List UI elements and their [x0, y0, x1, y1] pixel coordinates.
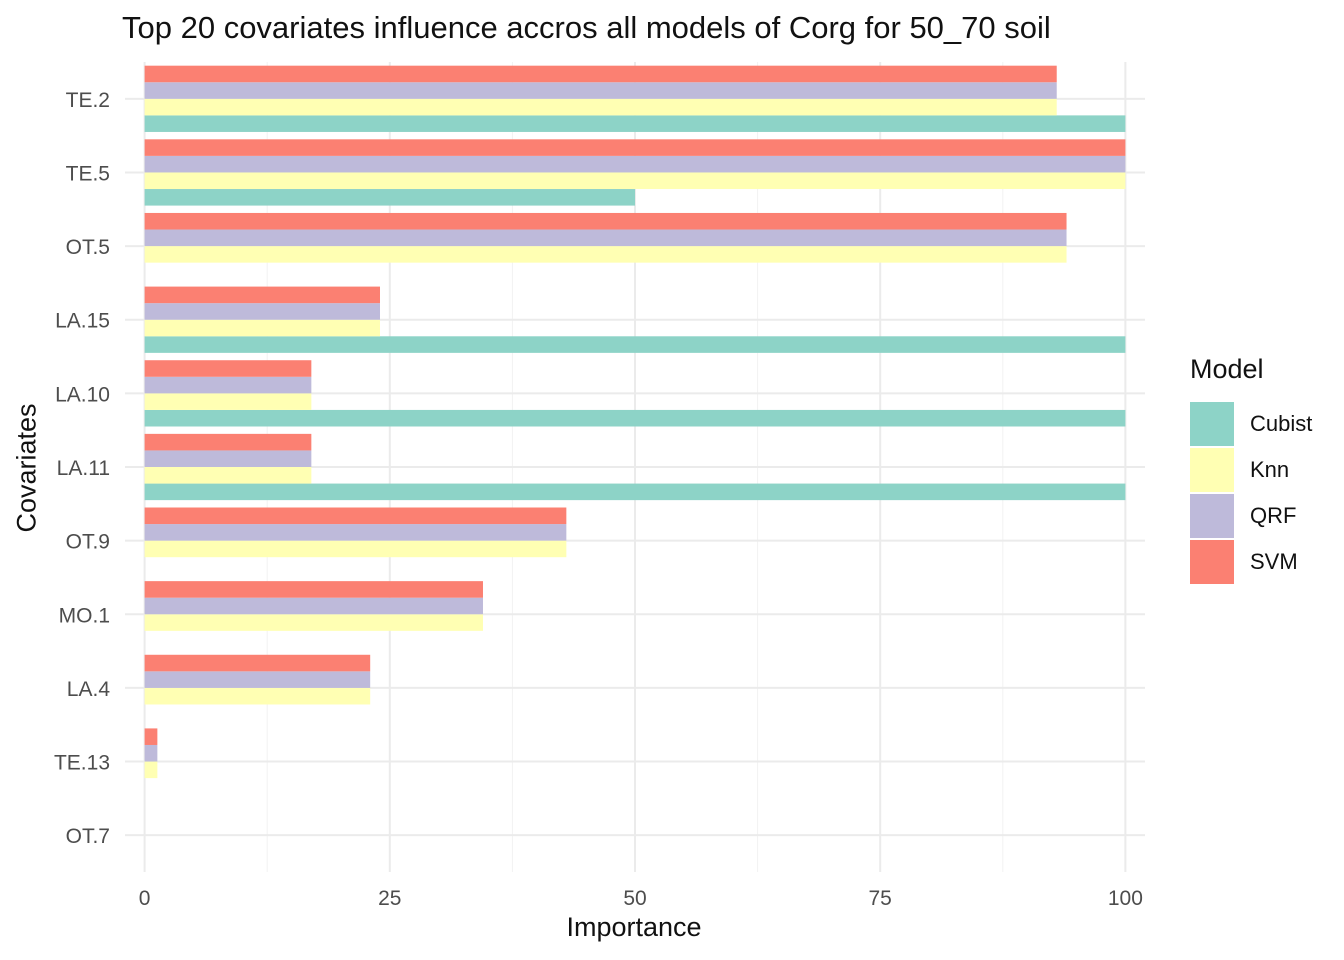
legend-swatch [1190, 448, 1234, 492]
legend-swatch [1190, 540, 1234, 584]
bar-svm-te-13 [144, 728, 158, 745]
legend-label: QRF [1250, 503, 1297, 528]
legend-item-knn: Knn [1190, 447, 1312, 493]
bar-qrf-mo-1 [144, 597, 483, 615]
y-axis-label: Covariates [11, 403, 42, 533]
y-tick-label: LA.15 [55, 310, 110, 333]
bar-svm-la-10 [144, 360, 312, 377]
bar-qrf-ot-5 [144, 229, 1067, 247]
legend-label: SVM [1250, 549, 1298, 574]
bar-knn-te-13 [144, 761, 158, 779]
y-tick-label: MO.1 [59, 604, 110, 627]
bar-cubist-la-15 [144, 336, 1126, 353]
bar-knn-te-2 [144, 98, 1057, 116]
bar-knn-la-15 [144, 319, 380, 337]
bar-knn-ot-9 [144, 540, 567, 558]
legend-item-svm: SVM [1190, 539, 1312, 585]
x-axis-label: Importance [566, 912, 702, 942]
bar-qrf-la-4 [144, 671, 371, 688]
x-tick-label: 0 [139, 887, 151, 910]
bar-cubist-te-2 [144, 115, 1126, 132]
y-tick-label: OT.7 [66, 825, 110, 848]
legend-swatch [1190, 402, 1234, 446]
legend-label: Cubist [1250, 411, 1313, 436]
y-tick-label: OT.9 [66, 531, 110, 554]
bar-qrf-te-2 [144, 82, 1057, 99]
bar-svm-te-2 [144, 65, 1057, 83]
legend-item-qrf: QRF [1190, 493, 1312, 539]
bar-knn-la-4 [144, 687, 371, 705]
bar-svm-ot-9 [144, 507, 567, 525]
bar-qrf-te-5 [144, 155, 1126, 173]
bar-cubist-la-10 [144, 409, 1126, 427]
bar-svm-te-5 [144, 139, 1126, 156]
bar-knn-la-10 [144, 393, 312, 410]
y-tick-label: LA.11 [57, 457, 110, 480]
chart-title: Top 20 covariates influence accros all m… [122, 10, 1051, 45]
bar-svm-mo-1 [144, 581, 483, 598]
bar-svm-la-15 [144, 286, 380, 304]
y-tick-label: OT.5 [66, 236, 110, 259]
y-tick-label: LA.10 [55, 383, 110, 406]
bar-knn-mo-1 [144, 614, 483, 631]
legend-swatch [1190, 494, 1234, 538]
y-tick-label: LA.4 [67, 678, 111, 701]
legend: Model Cubist Knn QRF SVM [1190, 354, 1312, 585]
x-tick-label: 25 [378, 887, 401, 910]
bar-cubist-te-5 [144, 189, 635, 206]
bar-svm-la-4 [144, 654, 371, 672]
y-tick-label: TE.2 [66, 89, 110, 112]
bar-qrf-la-11 [144, 450, 312, 467]
bar-knn-te-5 [144, 172, 1126, 190]
bar-svm-la-11 [144, 433, 312, 451]
y-tick-label: TE.13 [54, 752, 110, 775]
x-tick-label: 100 [1108, 887, 1143, 910]
bar-qrf-la-10 [144, 376, 312, 394]
legend-label: Knn [1250, 457, 1290, 482]
legend-item-cubist: Cubist [1190, 401, 1312, 447]
bar-cubist-la-11 [144, 483, 1126, 501]
y-tick-label: TE.5 [66, 162, 110, 185]
bar-knn-ot-5 [144, 246, 1067, 263]
bar-knn-la-11 [144, 467, 312, 484]
bar-qrf-te-13 [144, 744, 158, 762]
bar-svm-ot-5 [144, 212, 1067, 230]
x-tick-label: 75 [869, 887, 892, 910]
bar-qrf-ot-9 [144, 524, 567, 541]
x-tick-label: 50 [623, 887, 646, 910]
bar-qrf-la-15 [144, 303, 380, 320]
legend-title: Model [1190, 354, 1264, 384]
